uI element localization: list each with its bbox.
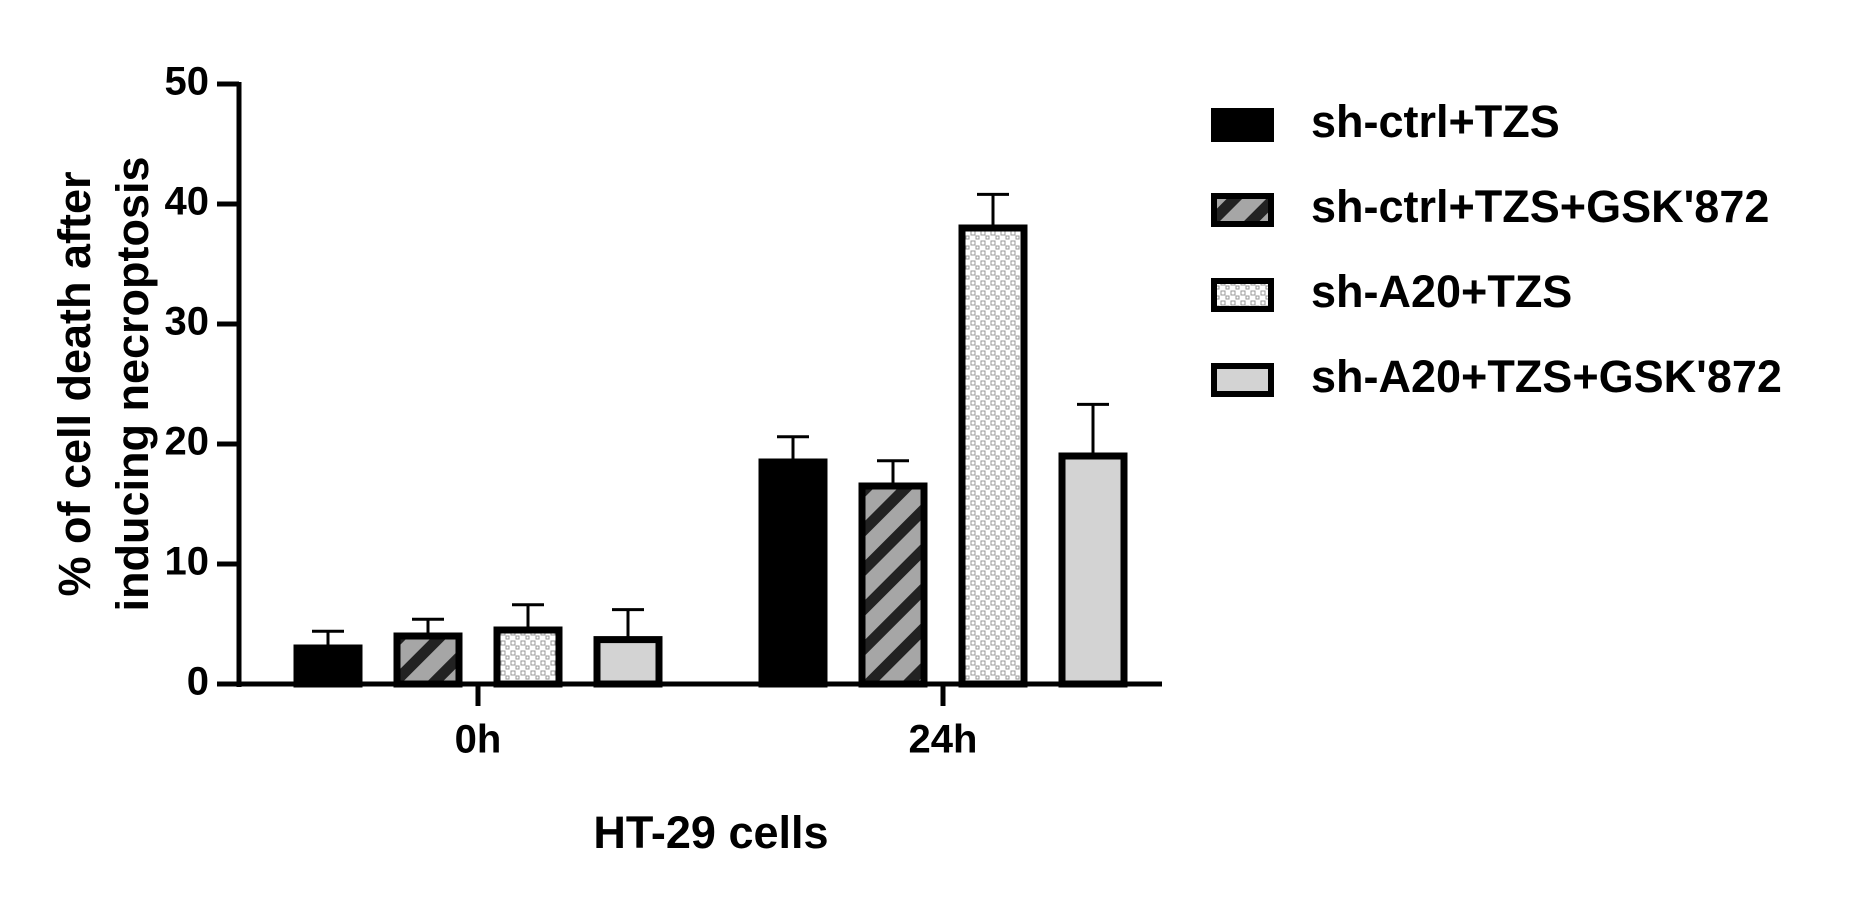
y-tick-label: 10 [165, 540, 210, 584]
bar [1058, 452, 1128, 688]
x-tick-label: 24h [909, 718, 978, 762]
y-tick-label: 20 [165, 420, 210, 464]
legend-label: sh-ctrl+TZS+GSK'872 [1311, 181, 1769, 232]
legend-label: sh-A20+TZS+GSK'872 [1311, 351, 1782, 402]
y-tick-label: 30 [165, 300, 210, 344]
bar [593, 636, 663, 688]
legend-swatch [1211, 363, 1274, 397]
y-axis-title: inducing necroptosis [107, 156, 158, 611]
bar [858, 482, 928, 688]
y-tick-label: 0 [187, 660, 209, 704]
x-tick-label: 0h [455, 718, 502, 762]
bar [393, 632, 463, 688]
bar [758, 458, 828, 688]
legend-swatch [1211, 193, 1274, 227]
bar [493, 626, 563, 688]
x-axis-title: HT-29 cells [593, 807, 828, 858]
legend-label: sh-ctrl+TZS [1311, 96, 1560, 147]
legend-swatch [1211, 278, 1274, 312]
y-tick-label: 50 [165, 60, 210, 104]
y-axis-title: % of cell death after [49, 171, 100, 596]
legend-label: sh-A20+TZS [1311, 266, 1572, 317]
bar [293, 644, 363, 688]
y-tick-label: 40 [165, 180, 210, 224]
legend-swatch [1211, 108, 1274, 142]
bar [958, 224, 1028, 688]
